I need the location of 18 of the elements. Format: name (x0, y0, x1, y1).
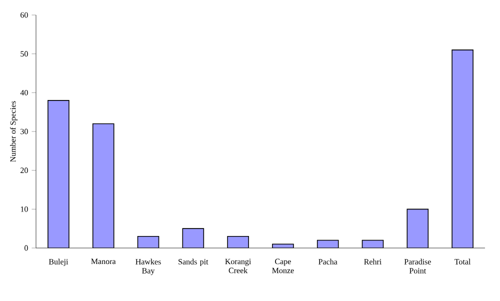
y-tick-label: 20 (20, 168, 28, 174)
x-tick-label: Korangi Creek (225, 258, 252, 274)
y-tick-label: 40 (20, 90, 28, 96)
x-tick-label: Manora (91, 258, 116, 264)
x-tick-label: Hawkes Bay (136, 258, 161, 276)
x-tick-label: Sands pit (178, 258, 208, 266)
x-tick-label: Cape Monze (272, 258, 294, 274)
y-axis-title: Number of Species (10, 101, 18, 162)
y-tick-label: 30 (20, 128, 28, 134)
y-tick-label: 0 (24, 245, 28, 251)
x-tick-label: Buleji (48, 258, 68, 266)
y-tick-label: 60 (20, 12, 28, 18)
x-tick-label: Rehri (364, 258, 382, 264)
x-tick-label: Total (454, 258, 471, 264)
x-tick-label: Pacha (318, 258, 338, 264)
y-tick-label: 50 (20, 51, 28, 57)
x-tick-label: Paradise Point (404, 258, 431, 274)
y-tick-label: 10 (20, 206, 28, 212)
